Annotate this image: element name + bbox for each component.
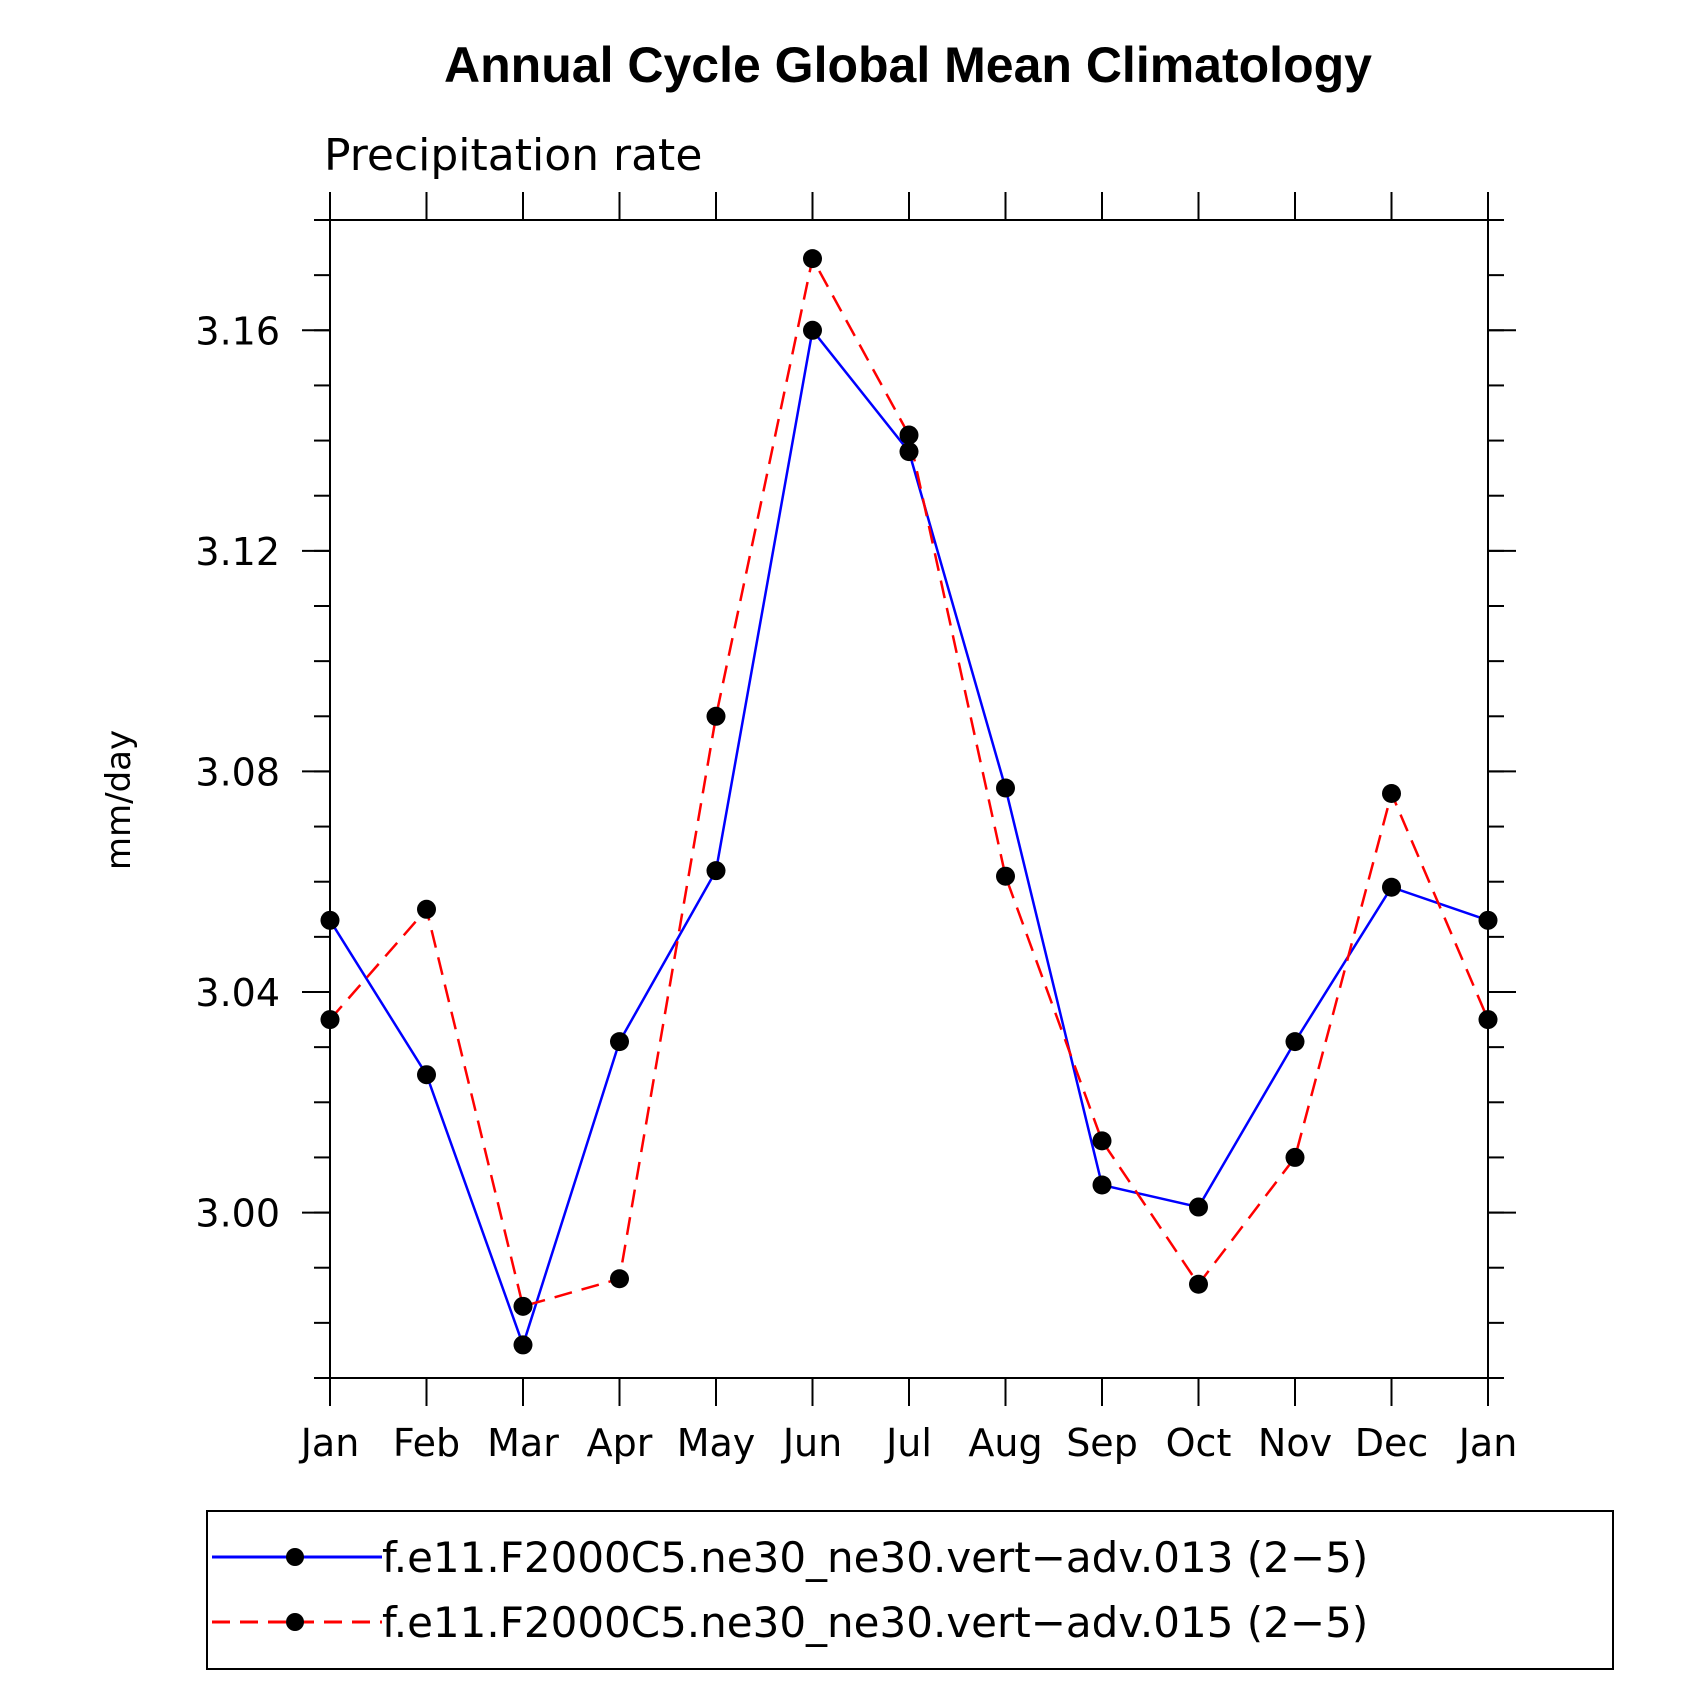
data-point-s0-5 [803,320,822,340]
x-tick-label: Sep [1066,1421,1138,1465]
data-point-s0-11 [1382,877,1401,897]
data-point-s0-10 [1285,1032,1305,1052]
legend-box [206,1510,1614,1670]
plot-frame [329,219,1489,1379]
data-point-s1-8 [1092,1131,1112,1151]
data-point-s1-1 [417,899,436,919]
data-point-s0-6 [899,442,919,462]
data-point-s0-0 [320,910,340,930]
data-point-s1-4 [706,706,726,726]
axes: Jan Feb Mar Apr May Jun Jul Aug Sep Oct Nov Dec Jan 3… [195,192,1517,1465]
x-tick-label: May [677,1421,756,1465]
data-point-s1-10 [1285,1147,1305,1167]
data-point-s1-11 [1382,783,1401,803]
x-tick-label: Dec [1355,1421,1429,1465]
chart-subtitle: Precipitation rate [324,130,702,181]
legend-swatch-marker-1 [286,1613,304,1631]
x-tick-label: Nov [1258,1421,1332,1465]
x-tick-label: Apr [587,1421,653,1465]
x-tick-label: Jul [884,1421,932,1465]
data-point-s0-8 [1092,1175,1112,1195]
x-tick-label: Mar [487,1421,559,1465]
data-point-s0-7 [996,778,1015,798]
series-line-0 [328,327,1489,1349]
y-tick-label: 3.12 [195,530,280,574]
legend-label-1: f.e11.F2000C5.ne30_ne30.vert−adv.015 (2−… [382,1598,1368,1647]
data-point-s0-9 [1189,1197,1208,1217]
data-point-s1-3 [610,1269,629,1289]
x-tick-label: Jan [299,1421,360,1465]
x-tick-label: Aug [968,1421,1042,1465]
data-point-s0-4 [706,861,726,881]
data-point-s1-2 [513,1296,533,1316]
x-tick-label: Jan [1457,1421,1518,1465]
legend: f.e11.F2000C5.ne30_ne30.vert−adv.013 (2−… [206,1510,1614,1670]
y-tick-label: 3.00 [195,1192,280,1236]
y-axis-label: mm/day [99,730,139,870]
legend-label-0: f.e11.F2000C5.ne30_ne30.vert−adv.013 (2−… [382,1533,1368,1582]
data-point-s1-7 [996,866,1015,886]
data-point-s1-9 [1189,1274,1208,1294]
data-markers [320,249,1498,1355]
y-tick-label: 3.16 [195,309,280,353]
y-tick-label: 3.04 [195,971,280,1015]
data-point-s0-2 [513,1335,533,1355]
x-tick-label: Oct [1166,1421,1232,1465]
data-point-s0-12 [1478,910,1498,930]
data-point-s0-3 [610,1032,629,1052]
data-point-s1-12 [1478,1010,1498,1030]
series-line-1 [329,255,1490,1308]
data-point-s0-1 [417,1065,436,1085]
legend-swatch-marker-0 [286,1548,304,1566]
x-tick-label: Feb [393,1421,460,1465]
x-tick-label: Jun [781,1421,842,1465]
series-lines [328,255,1490,1349]
chart-title: Annual Cycle Global Mean Climatology [444,37,1372,93]
data-point-s1-5 [803,249,822,269]
data-point-s1-6 [899,425,919,445]
data-point-s1-0 [320,1010,340,1030]
y-tick-label: 3.08 [195,750,280,794]
